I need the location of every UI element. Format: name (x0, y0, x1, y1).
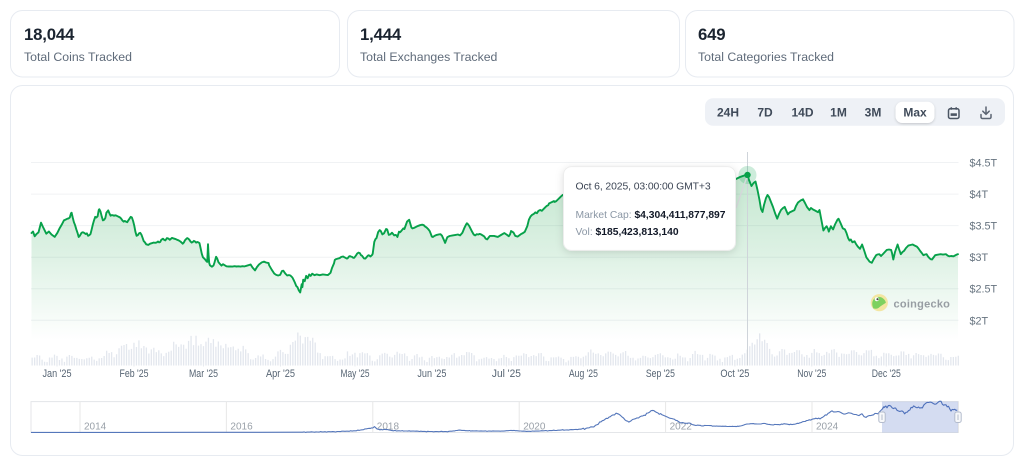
svg-text:Jun '25: Jun '25 (417, 368, 446, 380)
svg-text:Max: Max (903, 106, 927, 120)
svg-text:18,044: 18,044 (24, 25, 75, 44)
svg-text:Oct '25: Oct '25 (720, 368, 749, 380)
svg-text:7D: 7D (757, 106, 773, 120)
svg-text:$2T: $2T (970, 315, 989, 327)
svg-text:2016: 2016 (230, 422, 253, 433)
svg-text:Market Cap: $4,304,411,877,897: Market Cap: $4,304,411,877,897 (576, 210, 726, 221)
svg-text:Feb '25: Feb '25 (120, 368, 149, 380)
svg-text:2024: 2024 (816, 422, 839, 433)
svg-text:Jul '25: Jul '25 (492, 368, 521, 380)
svg-text:Sep '25: Sep '25 (646, 368, 675, 380)
svg-text:Apr '25: Apr '25 (266, 368, 295, 380)
svg-text:14D: 14D (791, 106, 813, 120)
svg-text:$4T: $4T (970, 189, 989, 201)
svg-text:Mar '25: Mar '25 (189, 368, 218, 380)
svg-text:1M: 1M (830, 106, 847, 120)
svg-text:$4.5T: $4.5T (970, 158, 998, 170)
svg-text:3M: 3M (865, 106, 882, 120)
svg-text:$2.5T: $2.5T (970, 284, 998, 296)
svg-text:2020: 2020 (523, 422, 546, 433)
svg-text:Total Categories Tracked: Total Categories Tracked (698, 50, 834, 64)
svg-text:2014: 2014 (84, 422, 107, 433)
svg-text:24H: 24H (717, 106, 739, 120)
svg-text:May '25: May '25 (341, 368, 370, 380)
svg-text:Jan '25: Jan '25 (43, 368, 72, 380)
svg-text:Total Exchanges Tracked: Total Exchanges Tracked (360, 50, 498, 64)
svg-text:2018: 2018 (377, 422, 400, 433)
svg-text:Dec '25: Dec '25 (872, 368, 901, 380)
svg-text:2022: 2022 (670, 422, 693, 433)
svg-text:Nov '25: Nov '25 (797, 368, 826, 380)
svg-text:coingecko: coingecko (894, 298, 951, 310)
svg-text:1,444: 1,444 (360, 25, 402, 44)
svg-text:649: 649 (698, 25, 725, 44)
svg-text:Aug '25: Aug '25 (569, 368, 598, 380)
svg-text:$3.5T: $3.5T (970, 221, 998, 233)
svg-text:Oct 6, 2025, 03:00:00 GMT+3: Oct 6, 2025, 03:00:00 GMT+3 (576, 182, 711, 193)
svg-text:Vol: $185,423,813,140: Vol: $185,423,813,140 (576, 227, 679, 238)
svg-text:Total Coins Tracked: Total Coins Tracked (24, 50, 132, 64)
svg-text:$3T: $3T (970, 252, 989, 264)
